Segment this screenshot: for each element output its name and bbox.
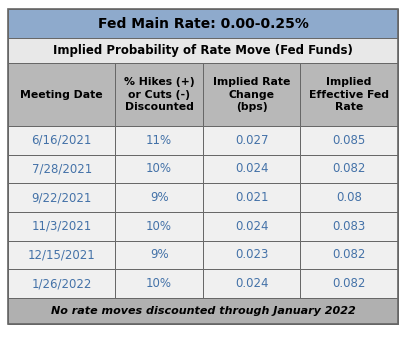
FancyBboxPatch shape — [300, 155, 397, 183]
Text: 1/26/2022: 1/26/2022 — [32, 277, 92, 290]
Text: % Hikes (+)
or Cuts (-)
Discounted: % Hikes (+) or Cuts (-) Discounted — [124, 77, 194, 112]
Text: 9%: 9% — [149, 191, 168, 204]
Text: 6/16/2021: 6/16/2021 — [32, 134, 92, 147]
FancyBboxPatch shape — [202, 63, 300, 126]
FancyBboxPatch shape — [8, 38, 397, 63]
Text: 0.082: 0.082 — [332, 163, 365, 175]
FancyBboxPatch shape — [8, 9, 397, 38]
FancyBboxPatch shape — [202, 241, 300, 269]
FancyBboxPatch shape — [115, 269, 202, 298]
FancyBboxPatch shape — [300, 269, 397, 298]
FancyBboxPatch shape — [115, 63, 202, 126]
FancyBboxPatch shape — [300, 212, 397, 241]
Text: Implied
Effective Fed
Rate: Implied Effective Fed Rate — [308, 77, 388, 112]
FancyBboxPatch shape — [8, 155, 115, 183]
Text: 11/3/2021: 11/3/2021 — [32, 220, 92, 233]
FancyBboxPatch shape — [8, 241, 115, 269]
Text: 10%: 10% — [146, 163, 172, 175]
Text: 9%: 9% — [149, 248, 168, 261]
FancyBboxPatch shape — [202, 155, 300, 183]
FancyBboxPatch shape — [8, 183, 115, 212]
Text: 12/15/2021: 12/15/2021 — [28, 248, 95, 261]
FancyBboxPatch shape — [300, 241, 397, 269]
Text: 0.083: 0.083 — [332, 220, 365, 233]
FancyBboxPatch shape — [115, 212, 202, 241]
Text: Fed Main Rate: 0.00-0.25%: Fed Main Rate: 0.00-0.25% — [97, 16, 308, 31]
Text: 7/28/2021: 7/28/2021 — [32, 163, 92, 175]
FancyBboxPatch shape — [202, 183, 300, 212]
FancyBboxPatch shape — [115, 241, 202, 269]
Text: 0.024: 0.024 — [234, 163, 268, 175]
Text: 0.024: 0.024 — [234, 277, 268, 290]
FancyBboxPatch shape — [202, 212, 300, 241]
FancyBboxPatch shape — [115, 126, 202, 155]
Text: 9/22/2021: 9/22/2021 — [32, 191, 92, 204]
Text: 0.082: 0.082 — [332, 248, 365, 261]
Text: Implied Probability of Rate Move (Fed Funds): Implied Probability of Rate Move (Fed Fu… — [53, 44, 352, 57]
FancyBboxPatch shape — [300, 183, 397, 212]
Text: Implied Rate
Change
(bps): Implied Rate Change (bps) — [213, 77, 290, 112]
Text: 10%: 10% — [146, 220, 172, 233]
FancyBboxPatch shape — [300, 63, 397, 126]
FancyBboxPatch shape — [300, 126, 397, 155]
Text: 0.082: 0.082 — [332, 277, 365, 290]
FancyBboxPatch shape — [8, 63, 115, 126]
Text: No rate moves discounted through January 2022: No rate moves discounted through January… — [51, 306, 354, 316]
FancyBboxPatch shape — [8, 269, 115, 298]
FancyBboxPatch shape — [202, 269, 300, 298]
Text: 0.08: 0.08 — [335, 191, 361, 204]
FancyBboxPatch shape — [8, 298, 397, 324]
Text: 0.085: 0.085 — [332, 134, 365, 147]
FancyBboxPatch shape — [202, 126, 300, 155]
Text: 11%: 11% — [146, 134, 172, 147]
Text: 0.027: 0.027 — [234, 134, 268, 147]
Text: 0.024: 0.024 — [234, 220, 268, 233]
FancyBboxPatch shape — [115, 155, 202, 183]
FancyBboxPatch shape — [8, 212, 115, 241]
FancyBboxPatch shape — [8, 126, 115, 155]
FancyBboxPatch shape — [115, 183, 202, 212]
Text: Meeting Date: Meeting Date — [20, 90, 103, 100]
Text: 10%: 10% — [146, 277, 172, 290]
Text: 0.021: 0.021 — [234, 191, 268, 204]
Text: 0.023: 0.023 — [234, 248, 268, 261]
